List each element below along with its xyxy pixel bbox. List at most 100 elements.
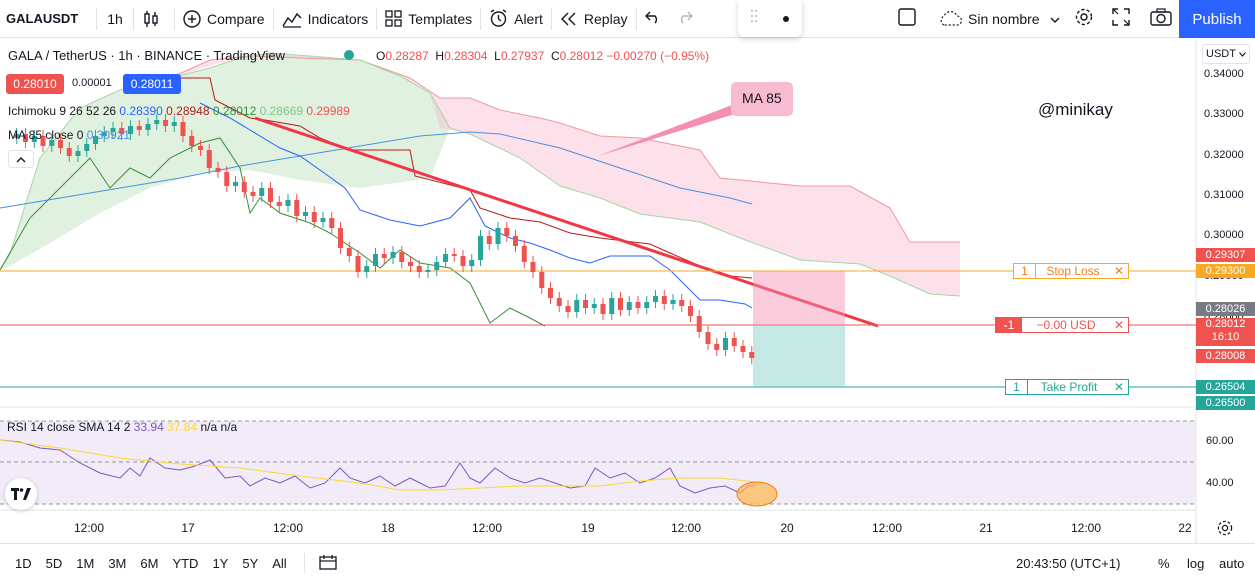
candle-body: [49, 140, 55, 146]
layout-name-button[interactable]: Sin nombre: [930, 0, 1068, 38]
watermark-text: @minikay: [1038, 100, 1113, 119]
chart-canvas[interactable]: 0.340000.330000.320000.310000.300000.290…: [0, 38, 1255, 543]
alert-button[interactable]: Alert: [481, 0, 551, 38]
rsi-legend[interactable]: RSI 14 close SMA 14 2 33.94 37.84 n/a n/…: [7, 420, 238, 434]
rsi-sma-line: [0, 439, 756, 491]
tv-logo-icon[interactable]: [5, 478, 37, 510]
axis-settings-button[interactable]: [1216, 519, 1234, 542]
candle-body: [171, 122, 177, 126]
log-toggle[interactable]: log: [1187, 555, 1205, 571]
range-button-1y[interactable]: 1Y: [212, 555, 229, 571]
candle-body: [469, 260, 475, 266]
candle-body: [714, 344, 720, 350]
candle-body: [329, 218, 335, 228]
candle-body: [276, 202, 282, 206]
stop-loss-label: Stop Loss: [1046, 264, 1100, 278]
time-axis[interactable]: 12:00 17 12:00 18 12:00 19 12:00 20 12:00 21 12:00…: [74, 521, 1192, 535]
range-button-5y[interactable]: 5Y: [242, 555, 259, 571]
candle-body: [618, 298, 623, 310]
take-profit-qty: 1: [1006, 380, 1028, 394]
range-button-all[interactable]: All: [272, 555, 287, 571]
chart-type-button[interactable]: [134, 0, 174, 38]
clock-display[interactable]: 20:43:50 (UTC+1): [1016, 555, 1121, 571]
price-tick-label: 0.34000: [1204, 68, 1244, 80]
range-buttons: 1D 5D 1M 3M 6M YTD 1Y 5Y All: [0, 556, 294, 571]
ichimoku-cloud-bear: [170, 54, 960, 296]
time-tick-label: 17: [181, 521, 195, 535]
candle-body: [416, 266, 422, 272]
symbol-search[interactable]: GALAUSDT: [6, 11, 79, 26]
candle-body: [460, 256, 466, 266]
position-order[interactable]: -1 −0.00 USD ✕: [995, 317, 1129, 333]
replay-label: Replay: [583, 10, 628, 27]
ma-legend[interactable]: MA 85 close 0 0.30921: [8, 128, 131, 142]
range-button-1d[interactable]: 1D: [15, 555, 32, 571]
cloud-icon: [938, 10, 962, 27]
time-tick-label: 19: [581, 521, 595, 535]
undo-button[interactable]: [637, 0, 669, 38]
calendar-range-icon[interactable]: [319, 554, 337, 573]
buy-button[interactable]: 0.28011: [123, 74, 181, 94]
grip-icon[interactable]: [750, 9, 758, 28]
range-button-5d[interactable]: 5D: [45, 555, 63, 571]
undo-icon: [644, 10, 661, 27]
settings-button[interactable]: [1066, 0, 1102, 38]
collapse-legend-button[interactable]: [8, 150, 34, 168]
ma-callout-text: MA 85: [742, 90, 782, 106]
range-button-3m[interactable]: 3M: [108, 555, 127, 571]
candle-body: [486, 236, 492, 244]
rsi-highlight-ellipse: [736, 481, 778, 507]
divider: [133, 7, 134, 30]
candle-body: [600, 304, 606, 314]
publish-button[interactable]: Publish: [1179, 0, 1255, 38]
candle-body: [381, 254, 387, 258]
auto-toggle[interactable]: auto: [1219, 555, 1245, 571]
price-tick-label: 0.33000: [1204, 108, 1244, 120]
market-status-dot: [344, 50, 354, 60]
plus-circle-icon: [183, 9, 201, 28]
currency-selector[interactable]: USDT: [1202, 44, 1250, 64]
candle-body: [136, 126, 142, 130]
candle-body: [696, 316, 702, 332]
camera-icon: [1150, 8, 1172, 29]
range-button-ytd[interactable]: YTD: [172, 555, 199, 571]
dot-icon[interactable]: [782, 10, 790, 28]
compare-button[interactable]: Compare: [175, 0, 273, 38]
snapshot-button[interactable]: [1142, 0, 1180, 38]
candle-body: [504, 228, 510, 236]
candle-body: [495, 228, 501, 244]
candle-body: [84, 144, 90, 151]
percent-toggle[interactable]: %: [1158, 555, 1170, 571]
sell-button[interactable]: 0.28010: [6, 74, 64, 94]
select-layout-button[interactable]: [890, 0, 924, 38]
take-profit-order[interactable]: 1 Take Profit ✕: [1005, 379, 1129, 395]
range-button-1m[interactable]: 1M: [76, 555, 95, 571]
redo-button[interactable]: [669, 0, 701, 38]
close-icon[interactable]: ✕: [1113, 380, 1125, 394]
candle-body: [740, 346, 746, 352]
candle-body: [110, 128, 116, 132]
chart-pane[interactable]: 0.340000.330000.320000.310000.300000.290…: [0, 38, 1255, 543]
indicators-button[interactable]: Indicators: [274, 0, 377, 38]
tenkan-sen: [199, 102, 753, 309]
candle-body: [408, 262, 413, 266]
price-axis[interactable]: 0.340000.330000.320000.310000.300000.290…: [1204, 68, 1244, 489]
fullscreen-icon: [1112, 8, 1130, 29]
divider: [174, 7, 175, 30]
templates-label: Templates: [408, 10, 473, 27]
fullscreen-button[interactable]: [1104, 0, 1138, 38]
replay-button[interactable]: Replay: [552, 0, 636, 38]
templates-button[interactable]: Templates: [377, 0, 480, 38]
top-toolbar: GALAUSDT 1h Compare Indicators Templates…: [0, 0, 1255, 38]
close-icon[interactable]: ✕: [1113, 318, 1125, 332]
range-button-6m[interactable]: 6M: [140, 555, 159, 571]
ichimoku-legend[interactable]: Ichimoku 9 26 52 26 0.28390 0.28948 0.28…: [8, 104, 350, 118]
close-icon[interactable]: ✕: [1113, 264, 1125, 278]
alert-icon: [489, 9, 508, 28]
candle-body: [23, 134, 28, 142]
candle-body: [565, 306, 571, 312]
tp-price-badge: 0.26504: [1196, 380, 1255, 394]
stop-loss-order[interactable]: 1 Stop Loss ✕: [1013, 263, 1129, 279]
interval-button[interactable]: 1h: [107, 10, 123, 27]
low-price-badge: 0.28008: [1196, 349, 1255, 363]
